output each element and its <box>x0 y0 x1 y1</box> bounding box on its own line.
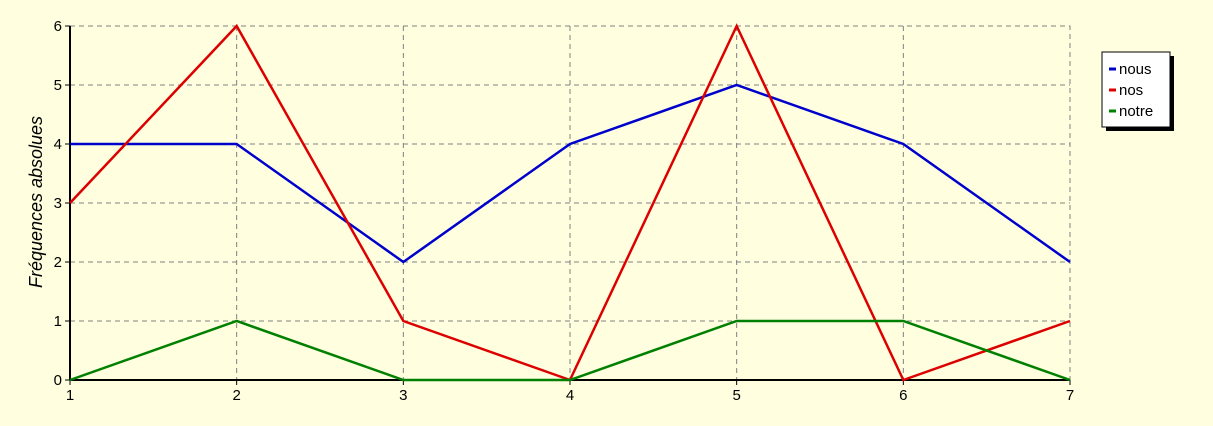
legend-label-nos: nos <box>1119 82 1143 99</box>
y-tick-label: 4 <box>54 136 62 153</box>
y-tick-label: 2 <box>54 254 62 271</box>
y-axis-label: Fréquences absolues <box>26 116 46 288</box>
x-tick-label: 1 <box>66 387 74 404</box>
x-tick-label: 4 <box>566 387 574 404</box>
series-line-notre <box>69 319 1071 382</box>
x-tick-label: 5 <box>732 387 740 404</box>
y-tick-label: 6 <box>54 18 62 35</box>
legend-label-nous: nous <box>1119 61 1152 78</box>
legend-label-notre: notre <box>1119 103 1153 120</box>
x-tick-label: 6 <box>899 387 907 404</box>
series-lines <box>69 23 1071 382</box>
x-tick-label: 3 <box>399 387 407 404</box>
legend: nous nos notre <box>1101 51 1174 131</box>
x-tick-label: 7 <box>1066 387 1074 404</box>
y-tick-label: 3 <box>54 195 62 212</box>
y-tick-label: 5 <box>54 77 62 94</box>
axes <box>65 25 1071 385</box>
y-tick-label: 0 <box>54 372 62 389</box>
x-tick-label: 2 <box>232 387 240 404</box>
y-tick-label: 1 <box>54 313 62 330</box>
series-line-nous <box>70 83 1071 264</box>
